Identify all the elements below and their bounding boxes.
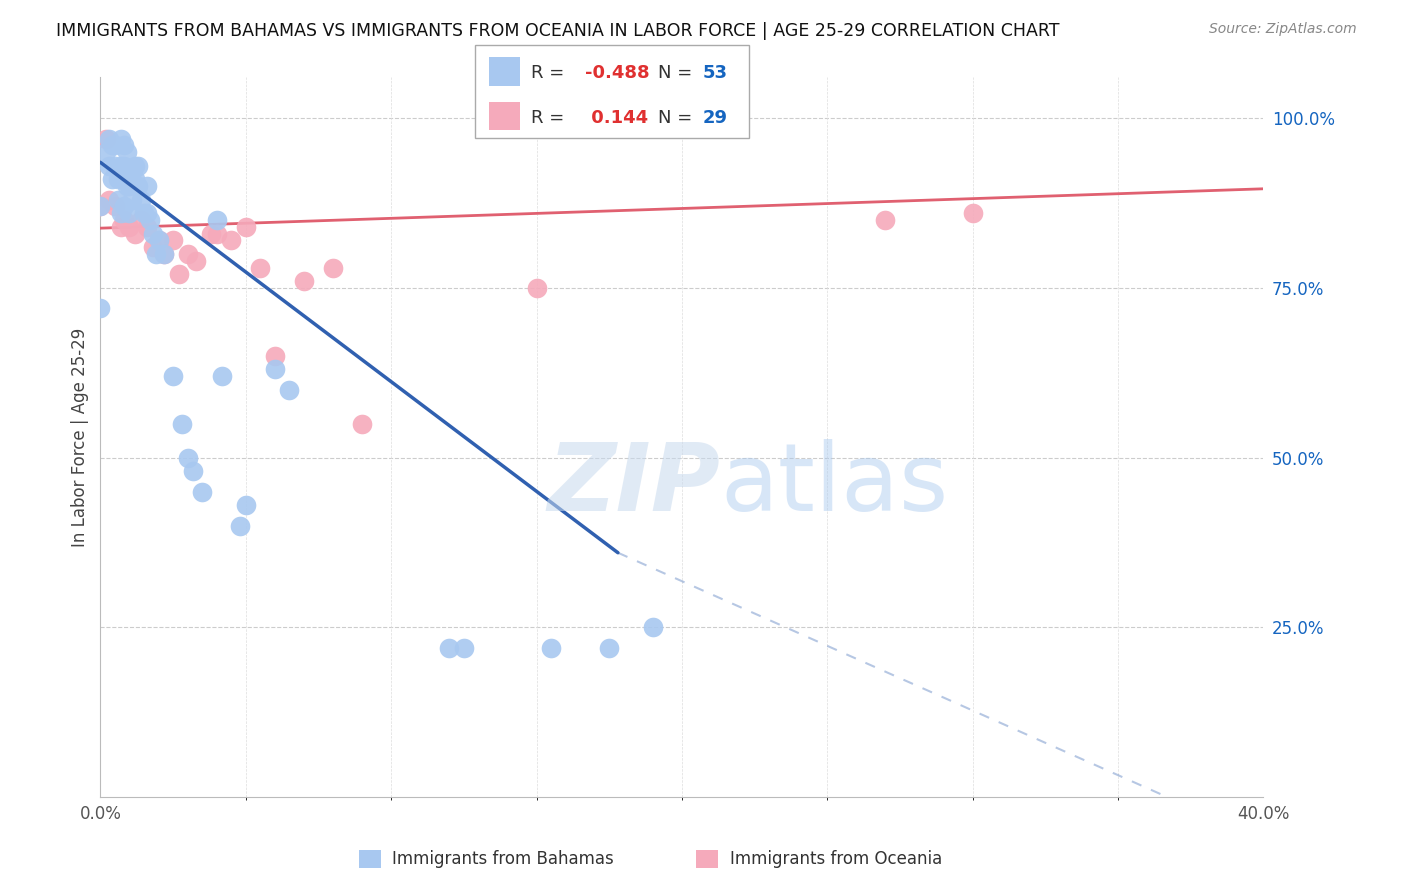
Point	[118, 179, 141, 194]
Point	[104, 159, 127, 173]
Point	[170, 417, 193, 431]
Text: Source: ZipAtlas.com: Source: ZipAtlas.com	[1209, 22, 1357, 37]
Text: N =: N =	[658, 109, 697, 127]
Point	[962, 206, 984, 220]
Y-axis label: In Labor Force | Age 25-29: In Labor Force | Age 25-29	[72, 327, 89, 547]
Point	[124, 227, 146, 241]
Point	[96, 131, 118, 145]
Point	[98, 159, 121, 173]
Point	[89, 199, 111, 213]
Point	[127, 159, 149, 173]
Point	[115, 179, 138, 194]
Point	[124, 159, 146, 173]
Point	[89, 199, 111, 213]
Point	[186, 253, 208, 268]
Point	[439, 640, 461, 655]
Text: R =: R =	[531, 63, 571, 82]
Point	[235, 219, 257, 234]
Point	[540, 640, 562, 655]
Point	[112, 159, 135, 173]
Text: ZIP: ZIP	[548, 439, 720, 531]
Point	[107, 172, 129, 186]
Point	[145, 247, 167, 261]
Point	[641, 620, 664, 634]
Point	[135, 219, 157, 234]
Point	[115, 145, 138, 160]
Point	[121, 193, 143, 207]
Point	[112, 213, 135, 227]
Point	[101, 172, 124, 186]
Point	[110, 219, 132, 234]
Text: 0.144: 0.144	[585, 109, 648, 127]
Point	[453, 640, 475, 655]
Point	[211, 369, 233, 384]
Point	[191, 484, 214, 499]
Point	[263, 349, 285, 363]
Point	[96, 145, 118, 160]
Point	[110, 206, 132, 220]
Point	[142, 227, 165, 241]
Point	[598, 640, 620, 655]
Point	[101, 138, 124, 153]
Point	[153, 247, 176, 261]
Point	[124, 172, 146, 186]
Point	[263, 362, 285, 376]
Text: R =: R =	[531, 109, 571, 127]
Point	[205, 213, 228, 227]
Point	[139, 213, 162, 227]
Point	[322, 260, 344, 275]
Point	[118, 172, 141, 186]
Point	[104, 138, 127, 153]
Point	[121, 165, 143, 179]
Point	[129, 213, 152, 227]
Point	[132, 206, 155, 220]
Point	[148, 233, 170, 247]
Point	[278, 383, 301, 397]
Point	[176, 247, 198, 261]
Text: Immigrants from Bahamas: Immigrants from Bahamas	[392, 850, 614, 868]
Point	[118, 219, 141, 234]
Text: atlas: atlas	[720, 439, 949, 531]
Text: IMMIGRANTS FROM BAHAMAS VS IMMIGRANTS FROM OCEANIA IN LABOR FORCE | AGE 25-29 CO: IMMIGRANTS FROM BAHAMAS VS IMMIGRANTS FR…	[56, 22, 1060, 40]
Point	[162, 233, 184, 247]
Text: N =: N =	[658, 63, 697, 82]
Point	[167, 268, 190, 282]
Point	[104, 199, 127, 213]
Point	[142, 240, 165, 254]
Point	[98, 193, 121, 207]
Point	[112, 138, 135, 153]
Point	[129, 193, 152, 207]
Text: -0.488: -0.488	[585, 63, 650, 82]
Point	[219, 233, 242, 247]
Point	[135, 179, 157, 194]
Point	[292, 274, 315, 288]
Point	[176, 450, 198, 465]
Text: 29: 29	[703, 109, 728, 127]
Point	[118, 206, 141, 220]
Point	[110, 131, 132, 145]
Point	[110, 159, 132, 173]
Point	[162, 369, 184, 384]
Point	[229, 518, 252, 533]
Point	[135, 206, 157, 220]
Point	[249, 260, 271, 275]
Point	[526, 281, 548, 295]
Point	[153, 247, 176, 261]
Point	[98, 131, 121, 145]
Point	[200, 227, 222, 241]
Point	[875, 213, 897, 227]
Point	[183, 464, 205, 478]
Point	[89, 301, 111, 316]
Point	[148, 233, 170, 247]
Point	[127, 179, 149, 194]
Point	[112, 199, 135, 213]
Point	[107, 193, 129, 207]
Point	[205, 227, 228, 241]
Text: Immigrants from Oceania: Immigrants from Oceania	[730, 850, 942, 868]
Text: 53: 53	[703, 63, 728, 82]
Point	[350, 417, 373, 431]
Point	[235, 498, 257, 512]
